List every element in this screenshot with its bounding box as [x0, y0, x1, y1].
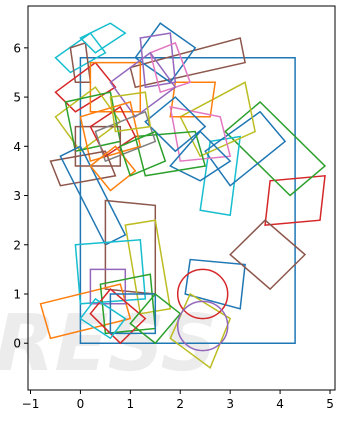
box-shape-20 — [79, 22, 127, 54]
y-tick-label: 5 — [13, 91, 21, 105]
x-tick-label: −1 — [22, 397, 40, 411]
box-shape-17 — [54, 32, 107, 74]
box-shape-15 — [134, 130, 207, 177]
box-shape-16 — [144, 96, 207, 153]
box-shape-31 — [59, 145, 127, 246]
plot-area — [39, 22, 327, 369]
box-shape-5 — [199, 135, 242, 217]
box-shape-36 — [74, 238, 147, 305]
box-shape-30 — [49, 150, 117, 187]
box-shape-38 — [89, 268, 127, 305]
box-shape-11 — [139, 32, 177, 89]
box-shape-32 — [89, 145, 137, 192]
box-shape-14 — [169, 130, 232, 182]
box-shape-0 — [79, 56, 296, 344]
y-tick-label: 3 — [13, 189, 21, 203]
y-tick-label: 1 — [13, 288, 21, 302]
x-tick-label: 2 — [176, 397, 184, 411]
box-shape-6 — [204, 110, 287, 187]
box-shape-4 — [224, 100, 327, 197]
box-shape-37 — [39, 283, 132, 340]
box-shape-25 — [74, 125, 122, 167]
x-tick-label: 3 — [226, 397, 234, 411]
y-tick-label: 4 — [13, 140, 21, 154]
box-shape-1 — [184, 258, 246, 310]
box-shape-2 — [264, 174, 326, 226]
box-shape-3 — [229, 219, 307, 291]
x-tick-label: 5 — [326, 397, 334, 411]
x-tick-label: 4 — [276, 397, 284, 411]
box-shape-7 — [179, 81, 256, 158]
x-tick-label: 0 — [77, 397, 85, 411]
box-shape-19 — [54, 61, 117, 113]
box-shape-22 — [109, 51, 177, 118]
box-shape-13 — [169, 105, 232, 162]
box-shape-41 — [109, 293, 157, 335]
box-shape-29 — [109, 91, 152, 133]
y-axis: 0 1 2 3 4 5 6 — [13, 41, 28, 351]
axes-frame — [27, 5, 336, 391]
circle-shape-1 — [176, 300, 229, 352]
box-shape-12 — [149, 41, 192, 94]
box-shape-9 — [129, 37, 246, 89]
x-tick-label: 1 — [127, 397, 135, 411]
box-shape-10 — [134, 22, 197, 84]
y-tick-label: 6 — [13, 41, 21, 55]
y-tick-label: 2 — [13, 238, 21, 252]
circle-shape-0 — [176, 268, 229, 320]
box-shape-44 — [79, 297, 127, 340]
x-axis: −1 0 1 2 3 4 5 — [22, 390, 334, 411]
box-shape-33 — [119, 130, 167, 177]
box-shape-8 — [169, 81, 217, 118]
y-tick-label: 0 — [13, 337, 21, 351]
box-shape-21 — [89, 61, 142, 113]
box-shape-26 — [79, 101, 142, 163]
box-shape-35 — [124, 219, 172, 315]
